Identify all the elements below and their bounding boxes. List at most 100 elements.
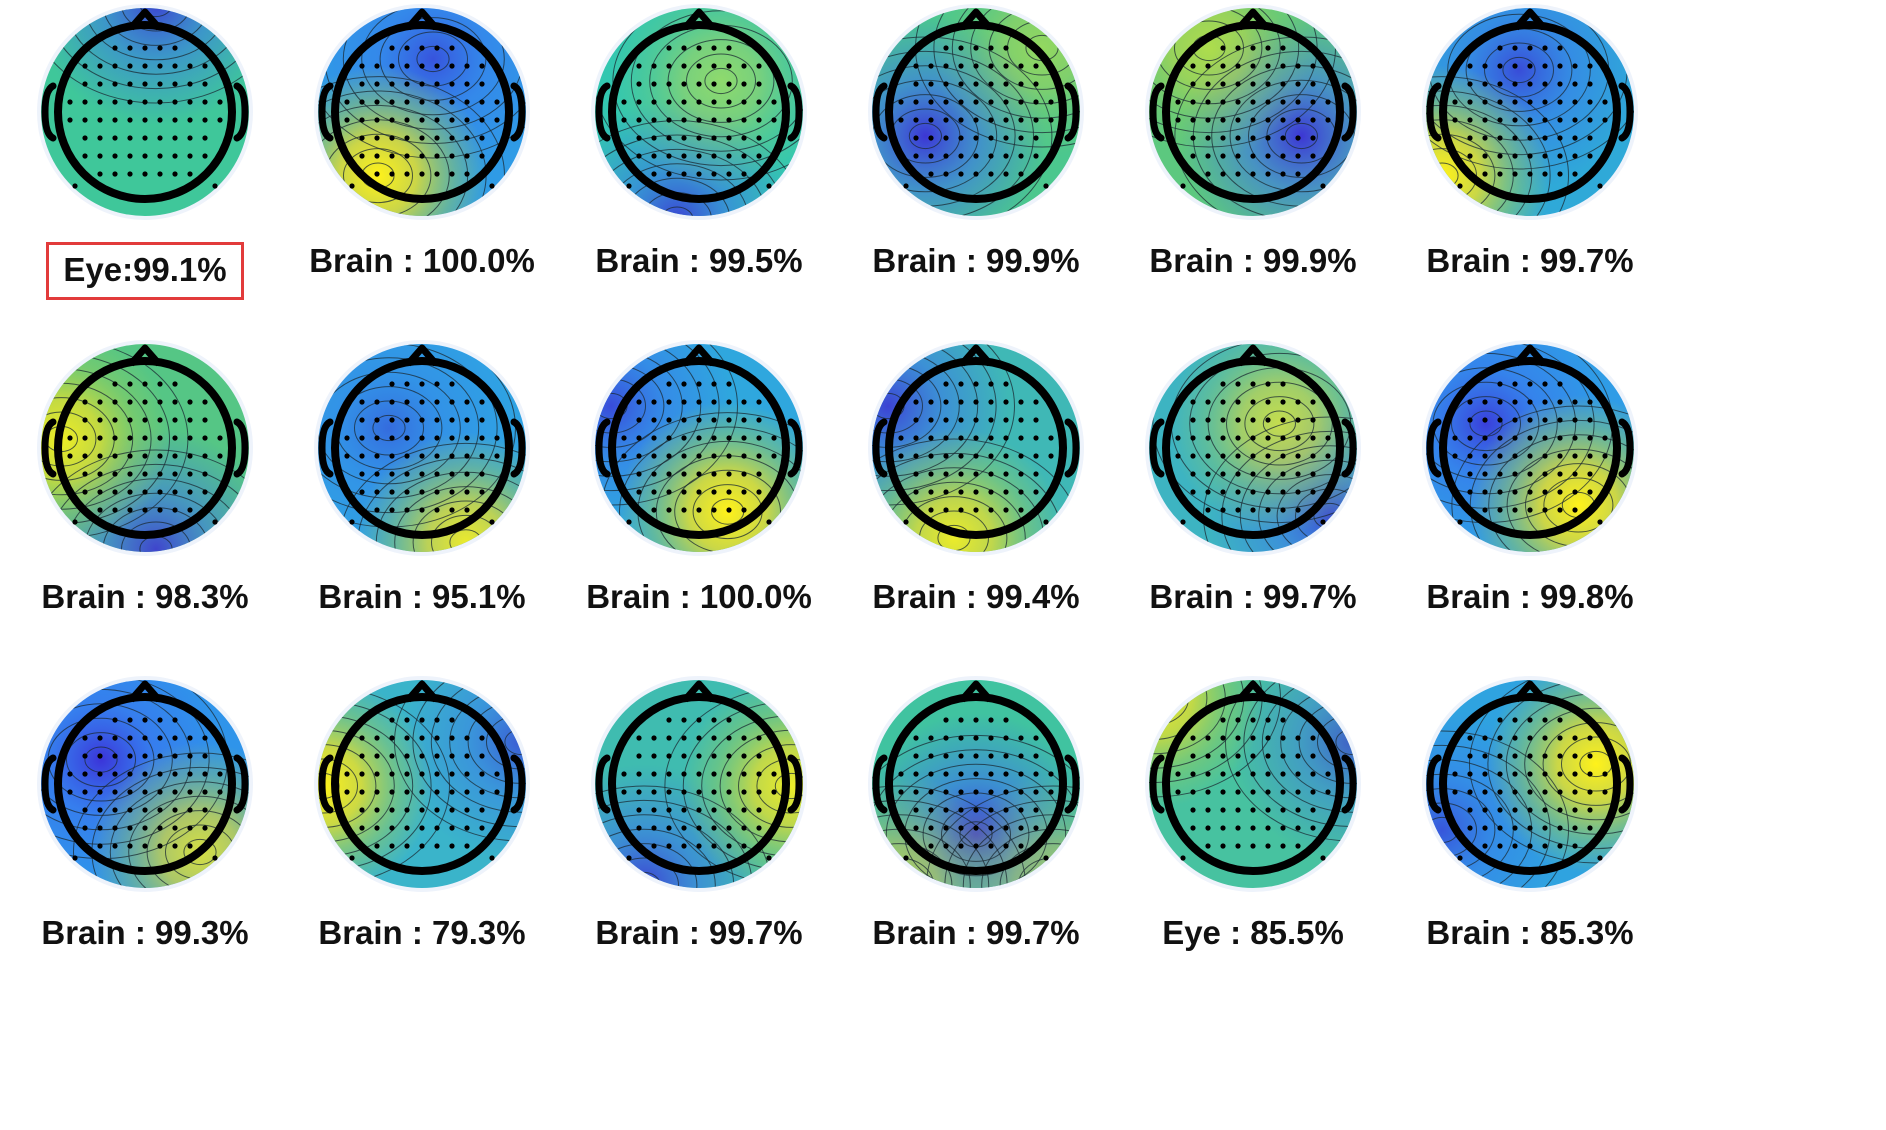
electrode-dot — [1497, 771, 1503, 777]
electrode-dot — [172, 771, 178, 777]
electrode-dot — [1452, 99, 1458, 105]
electrode-dot — [1557, 717, 1563, 723]
electrode-dot — [479, 81, 485, 87]
electrode-dot — [464, 825, 470, 831]
electrode-dot — [711, 771, 717, 777]
contour-line — [605, 163, 749, 216]
electrode-dot — [1497, 807, 1503, 813]
electrode-dot — [82, 453, 88, 459]
contour-line — [933, 8, 1080, 134]
electrode-dot — [958, 81, 964, 87]
contour-line — [908, 122, 943, 150]
electrode-dot — [1587, 99, 1593, 105]
electrode-dot — [202, 63, 208, 69]
electrode-dot — [973, 45, 979, 51]
electrode-dot — [636, 417, 642, 423]
electrode-dot — [943, 807, 949, 813]
electrode-dot — [157, 843, 163, 849]
electrode-dot — [741, 489, 747, 495]
electrode-dot — [943, 453, 949, 459]
contour-line — [872, 344, 997, 492]
electrode-dot — [97, 825, 103, 831]
contour-line — [121, 8, 191, 32]
electrode-dot — [1310, 117, 1316, 123]
electrode-dot — [1205, 771, 1211, 777]
ear-marker — [1064, 82, 1080, 142]
electrode-dot — [1205, 489, 1211, 495]
electrode-dot — [1497, 117, 1503, 123]
electrode-dot — [1572, 453, 1578, 459]
contour-line — [318, 8, 526, 159]
electrode-dot — [696, 717, 702, 723]
electrode-dot — [1557, 471, 1563, 477]
electrode-dot — [1512, 435, 1518, 441]
electrode-dot — [97, 753, 103, 759]
ear-marker — [872, 418, 888, 478]
electrode-dot — [112, 453, 118, 459]
component-topomap: Brain : 99.5% — [549, 4, 849, 344]
electrode-dot — [1018, 63, 1024, 69]
ear-marker — [872, 82, 888, 142]
electrode-dot — [1542, 471, 1548, 477]
contour-line — [1276, 474, 1357, 552]
electrode-dot — [479, 753, 485, 759]
electrode-dot — [1265, 45, 1271, 51]
contour-line — [1451, 396, 1521, 452]
electrode-dot — [973, 735, 979, 741]
positive-blob — [41, 680, 249, 888]
electrode-dot — [1527, 435, 1533, 441]
electrode-dot — [1265, 717, 1271, 723]
electrode-dot — [419, 117, 425, 123]
electrode-dot — [651, 81, 657, 87]
electrode-dot — [464, 471, 470, 477]
electrode-dot — [1572, 471, 1578, 477]
electrode-dot — [666, 435, 672, 441]
contour-line — [1225, 381, 1333, 466]
electrode-dot — [1018, 435, 1024, 441]
electrode-dot — [127, 771, 133, 777]
electrode-dot — [489, 519, 495, 525]
electrode-dot — [374, 735, 380, 741]
electrode-dot — [1003, 417, 1009, 423]
electrode-dot — [359, 399, 365, 405]
electrode-dot — [464, 417, 470, 423]
electrode-dot — [1482, 507, 1488, 513]
electrode-dot — [928, 417, 934, 423]
electrode-dot — [434, 117, 440, 123]
electrode-dot — [1250, 735, 1256, 741]
electrode-dot — [157, 435, 163, 441]
separator: : — [125, 578, 156, 615]
contour-line — [430, 680, 526, 813]
head-outline — [885, 21, 1067, 203]
electrode-dot — [696, 453, 702, 459]
electrode-dot — [1587, 489, 1593, 495]
electrode-dot — [711, 807, 717, 813]
electrode-dot — [172, 45, 178, 51]
electrode-dot — [1280, 489, 1286, 495]
electrode-dot — [1542, 717, 1548, 723]
electrode-dot — [1190, 417, 1196, 423]
electrode-dot — [1220, 99, 1226, 105]
electrode-dot — [1527, 771, 1533, 777]
electrode-dot — [374, 489, 380, 495]
electrode-dot — [112, 381, 118, 387]
electrode-dot — [943, 417, 949, 423]
electrode-dot — [626, 519, 632, 525]
electrode-dot — [1235, 399, 1241, 405]
electrode-dot — [434, 825, 440, 831]
electrode-dot — [928, 789, 934, 795]
electrode-dot — [359, 117, 365, 123]
electrode-dot — [696, 381, 702, 387]
electrode-dot — [1482, 807, 1488, 813]
electrode-dot — [1557, 753, 1563, 759]
electrode-dot — [1043, 183, 1049, 189]
electrode-dot — [636, 135, 642, 141]
electrode-dot — [479, 471, 485, 477]
electrode-dot — [1235, 381, 1241, 387]
electrode-dot — [464, 81, 470, 87]
electrode-dot — [464, 435, 470, 441]
electrode-dot — [217, 771, 223, 777]
electrode-dot — [97, 81, 103, 87]
electrode-dot — [973, 117, 979, 123]
scalp-topography — [37, 340, 253, 556]
